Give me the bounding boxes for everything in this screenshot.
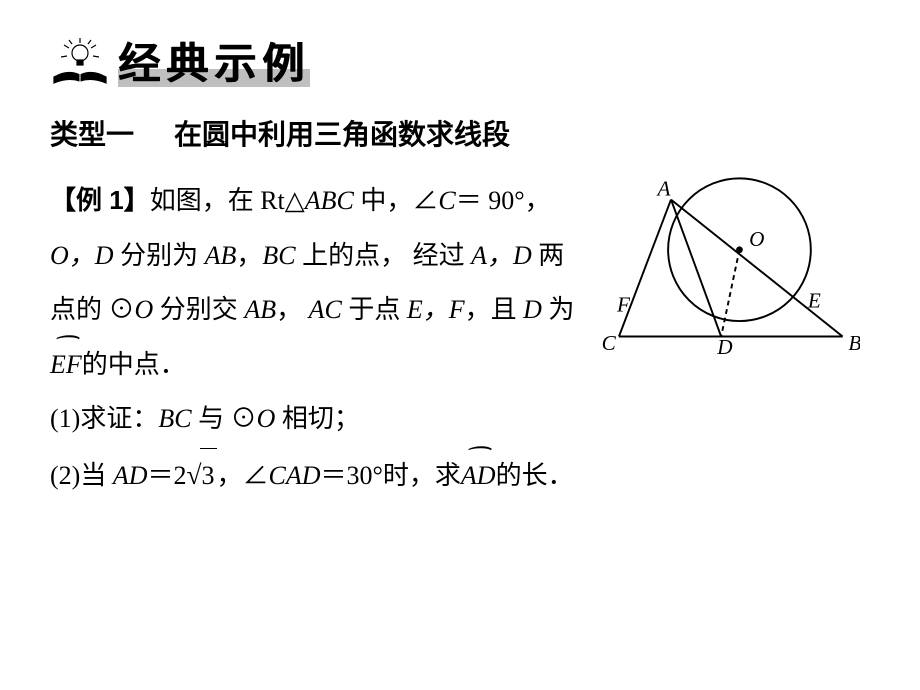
t3a: 经过 (413, 241, 472, 270)
q2a: (2)当 (50, 461, 113, 490)
o2: O (257, 404, 276, 433)
question-1: (1)求证：BC 与 ⊙O 相切； (50, 392, 870, 447)
ninety: 90°， (488, 186, 550, 215)
type-label: 类型一 (50, 119, 134, 150)
t4b: ，且 (465, 295, 524, 324)
section-header: 经典示例 (50, 30, 870, 91)
ab2: AB (244, 295, 276, 324)
question-2: (2)当 AD＝2√3，∠CAD＝30°时，求AD的长． (50, 447, 870, 504)
ab: AB (205, 241, 237, 270)
t1b: 中，∠ (354, 186, 439, 215)
type-subtitle: 在圆中利用三角函数求线段 (174, 119, 510, 150)
c: C (438, 186, 455, 215)
header-title: 经典示例 (118, 30, 310, 91)
cad: CAD (269, 461, 321, 490)
arc-ef: EF (50, 338, 82, 393)
q1c: 相切； (275, 404, 360, 433)
q2eq: ＝2 (148, 461, 187, 490)
example-label: 【例 1】 (50, 185, 150, 215)
svg-text:E: E (807, 289, 821, 313)
od: O，D (50, 241, 114, 270)
t4a: 于点 (342, 295, 407, 324)
o: O (135, 295, 154, 324)
svg-text:F: F (616, 292, 631, 316)
ef: E，F (407, 295, 465, 324)
arc-ad: AD (461, 449, 496, 504)
t1: 如图，在 Rt△ (150, 186, 305, 215)
lightbulb-book-icon (50, 37, 110, 85)
comma2: ， (276, 295, 302, 324)
q2b: ，∠ (217, 461, 269, 490)
t2b: 分别为 (114, 241, 205, 270)
t4c: 为 (542, 295, 575, 324)
sqrt-3: √3 (187, 447, 217, 504)
content-area: 类型一在圆中利用三角函数求线段 【例 1】如图，在 Rt△ABC 中，∠C＝ 9… (50, 113, 870, 504)
ac: AC (309, 295, 342, 324)
d: D (523, 295, 542, 324)
q2c: ＝30°时，求 (321, 461, 461, 490)
radicand: 3 (200, 448, 217, 504)
ad: A，D (471, 241, 532, 270)
problem-narrow-block: 【例 1】如图，在 Rt△ABC 中，∠C＝ 90°，O，D 分别为 AB，BC… (50, 173, 580, 392)
q1a: (1)求证： (50, 404, 158, 433)
q1b: 与 ⊙ (192, 404, 257, 433)
eq: ＝ (456, 186, 482, 215)
t2c: 上的点， (296, 241, 407, 270)
header-title-wrap: 经典示例 (118, 30, 310, 91)
bc2: BC (158, 404, 191, 433)
svg-text:O: O (749, 227, 764, 251)
svg-text:A: A (656, 177, 672, 201)
geometry-diagram: A O B C D E F (590, 169, 860, 369)
t3c: 分别交 (153, 295, 244, 324)
t4d: 的中点． (82, 350, 186, 379)
svg-text:B: B (848, 331, 860, 355)
abc: ABC (305, 186, 354, 215)
bc: BC (262, 241, 295, 270)
svg-text:C: C (602, 331, 617, 355)
comma1: ， (236, 241, 262, 270)
q2d: 的长． (496, 461, 574, 490)
ad2: AD (113, 461, 148, 490)
svg-text:D: D (716, 335, 732, 359)
type-heading: 类型一 在圆中利用三角函数求线段 (50, 113, 870, 153)
